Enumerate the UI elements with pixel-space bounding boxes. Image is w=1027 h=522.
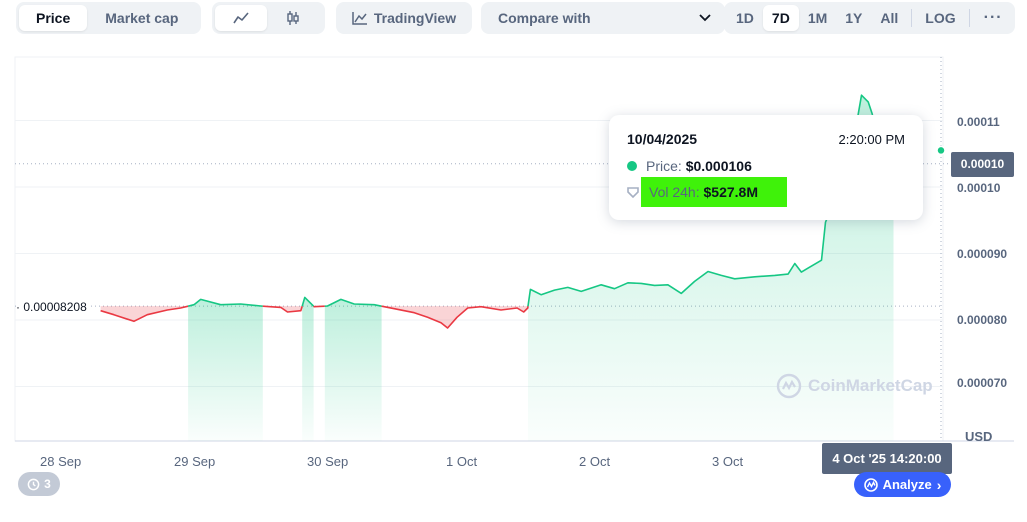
tooltip-price-label: Price: [646,158,682,174]
price-line-up [324,298,382,307]
price-area-up [188,299,263,441]
price-area-down [262,306,303,312]
analyze-label: Analyze [882,477,932,492]
tab-price[interactable]: Price [19,5,88,31]
price-area-up [528,95,894,441]
line-chart-button[interactable] [215,5,267,31]
price-line-down [313,305,325,308]
price-tooltip: 10/04/2025 2:20:00 PM Price: $0.000106 V… [609,115,923,220]
tooltip-price-row: Price: $0.000106 [627,158,752,174]
tradingview-button[interactable]: TradingView [336,2,472,34]
price-line-up [301,296,315,307]
history-button[interactable]: 3 [18,472,60,496]
x-tick-label: 1 Oct [446,454,478,469]
price-line-up [527,94,895,307]
tooltip-time: 2:20:00 PM [838,132,906,147]
reference-price-label: · 0.00008208 [16,300,89,314]
candlestick-chart-button[interactable] [267,5,319,31]
y-tick-label: 0.000080 [957,313,1008,327]
compare-with-label: Compare with [498,10,591,26]
price-area-up [324,299,382,441]
tooltip-volume-value: $527.8M [703,184,758,200]
price-area-up [302,297,314,441]
chevron-right-icon: › [936,476,942,493]
volume-shield-icon [627,187,639,198]
range-1y[interactable]: 1Y [845,10,863,26]
crosshair-time-badge: 4 Oct '25 14:20:00 [822,443,952,474]
more-options-button[interactable]: ··· [983,9,1003,26]
price-line-down [262,305,303,313]
range-7d[interactable]: 7D [762,5,799,31]
tradingview-label: TradingView [373,10,457,26]
price-line-down [100,305,189,323]
price-marketcap-toggle: Price Market cap [16,2,201,34]
coinmarketcap-watermark: CoinMarketCap [776,373,933,399]
x-tick-label: 30 Sep [307,454,349,469]
range-1d[interactable]: 1D [736,10,754,26]
candlestick-icon [287,11,299,25]
divider [911,9,913,27]
watermark-text: CoinMarketCap [808,376,933,395]
hover-point-marker [936,145,946,156]
range-all[interactable]: All [880,10,899,26]
line-chart-icon [233,12,249,24]
chart-toolbar: Price Market cap TradingView Compare wit… [16,2,1015,36]
reference-price-value: 0.00008208 [23,300,87,314]
y-tick-label: 0.00011 [957,115,1000,129]
y-tick-label: 0.00010 [957,181,1001,195]
y-tick-label: 0.000070 [957,376,1008,390]
price-line-down [381,305,529,329]
divider [968,9,970,27]
highlight-marker [641,177,787,207]
y-tick-label: 0.000090 [957,247,1008,261]
clock-history-icon [27,478,40,490]
tradingview-icon [352,12,367,25]
tooltip-volume-label: Vol 24h: [649,184,700,200]
x-tick-label: 2 Oct [579,454,611,469]
tab-market-cap[interactable]: Market cap [105,10,179,26]
compare-with-dropdown[interactable]: Compare with [481,2,725,34]
coinmarketcap-logo-icon [776,373,802,399]
tooltip-volume-row: Vol 24h: $527.8M [627,184,758,200]
history-count: 3 [44,477,51,491]
chart-style-toggle [212,2,325,34]
x-tick-label: 28 Sep [40,454,82,469]
range-1m[interactable]: 1M [807,10,828,26]
currency-label: USD [965,429,993,444]
chevron-down-icon [699,14,711,22]
analyze-logo-icon [863,477,878,492]
tooltip-price-value: $0.000106 [685,158,752,174]
price-area-down [381,306,528,328]
price-dot-icon [627,161,637,171]
x-tick-label: 3 Oct [712,454,744,469]
log-scale-button[interactable]: LOG [925,10,956,26]
x-tick-label: 29 Sep [174,454,216,469]
tooltip-date: 10/04/2025 [627,131,698,147]
time-range-toggle: 1D 7D 1M 1Y All LOG ··· [724,2,1015,34]
current-price-badge: 0.00010 [951,152,1014,177]
price-line-up [187,298,263,307]
analyze-button[interactable]: Analyze › [854,472,951,497]
